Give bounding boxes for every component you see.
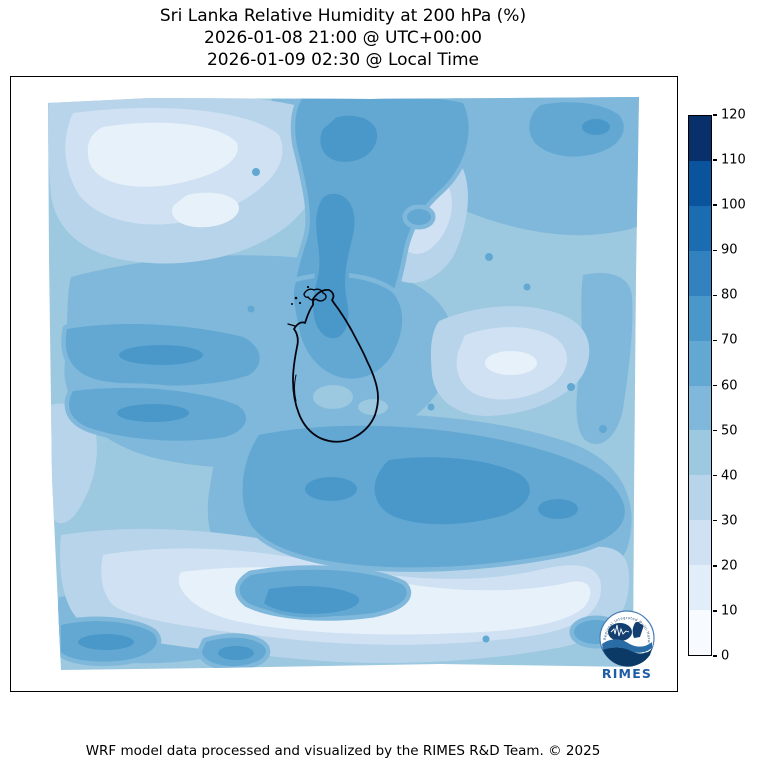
- colorbar-tick-line: [713, 339, 717, 342]
- rimes-logo: Regional Integrated Multi-Hazard Early W…: [599, 610, 655, 681]
- colorbar-tick-line: [713, 474, 717, 477]
- map-axes: Regional Integrated Multi-Hazard Early W…: [10, 76, 678, 692]
- colorbar-segment: [689, 385, 711, 431]
- wave-lower-icon: [603, 647, 652, 667]
- seismogram-trace-icon: [610, 624, 630, 637]
- colorbar-tick-label: 10: [721, 603, 738, 619]
- sri-lanka-outline: [287, 285, 379, 443]
- colorbar-tick-line: [713, 204, 717, 206]
- colorbar-segment: [689, 520, 711, 566]
- colorbar-segment: [689, 205, 711, 251]
- colorbar-tick-line: [713, 565, 717, 567]
- colorbar-tick-line: [713, 610, 717, 612]
- colorbar-tick-label: 50: [721, 423, 738, 439]
- colorbar-tick-line: [713, 249, 717, 251]
- colorbar-tick-line: [713, 294, 717, 297]
- colorbar-tick-label: 110: [721, 152, 746, 168]
- colorbar-tick-label: 70: [721, 332, 738, 348]
- colorbar-tick-line: [713, 384, 717, 387]
- colorbar-segment: [689, 116, 711, 161]
- colorbar-segment: [689, 340, 711, 386]
- colorbar-ticks: 0 10 20 30 40 50 60 70 80 90 100 110 120: [712, 108, 760, 664]
- colorbar-segment: [689, 565, 711, 611]
- colorbar-tick-line: [713, 655, 717, 657]
- colorbar-tick-label: 120: [721, 107, 746, 123]
- colorbar-segment: [689, 610, 711, 656]
- watcher-figure-icon: [632, 621, 644, 638]
- colorbar-tick-label: 40: [721, 468, 738, 484]
- title-line-2: 2026-01-08 21:00 @ UTC+00:00: [204, 28, 482, 48]
- colorbar-segment: [689, 475, 711, 521]
- rimes-wordmark: RIMES: [602, 666, 652, 681]
- title-line-3: 2026-01-09 02:30 @ Local Time: [206, 50, 480, 70]
- colorbar-tick-line: [713, 159, 717, 161]
- colorbar-tick-label: 100: [721, 197, 746, 213]
- colorbar-segment: [689, 250, 711, 296]
- colorbar-tick-line: [713, 114, 717, 116]
- colorbar-segment: [689, 430, 711, 476]
- colorbar-tick-line: [713, 429, 717, 432]
- colorbar-tick-label: 80: [721, 287, 738, 303]
- colorbar-tick-label: 0: [721, 648, 730, 664]
- wave-upper-icon: [602, 639, 652, 653]
- colorbar-segment: [689, 160, 711, 206]
- colorbar-tick-label: 20: [721, 558, 738, 574]
- attribution-text: WRF model data processed and visualized …: [85, 743, 601, 759]
- title-line-1: Sri Lanka Relative Humidity at 200 hPa (…: [159, 6, 527, 26]
- colorbar: [688, 115, 712, 656]
- humidity-field-svg: Regional Integrated Multi-Hazard Early W…: [48, 97, 655, 681]
- colorbar-tick-label: 60: [721, 378, 738, 393]
- plot-title: Sri Lanka Relative Humidity at 200 hPa (…: [10, 5, 676, 71]
- humidity-contour-field: [48, 97, 639, 670]
- colorbar-segment: [689, 295, 711, 341]
- colorbar-tick-line: [713, 520, 717, 522]
- colorbar-tick-label: 90: [721, 242, 738, 258]
- colorbar-tick-label: 30: [721, 513, 738, 529]
